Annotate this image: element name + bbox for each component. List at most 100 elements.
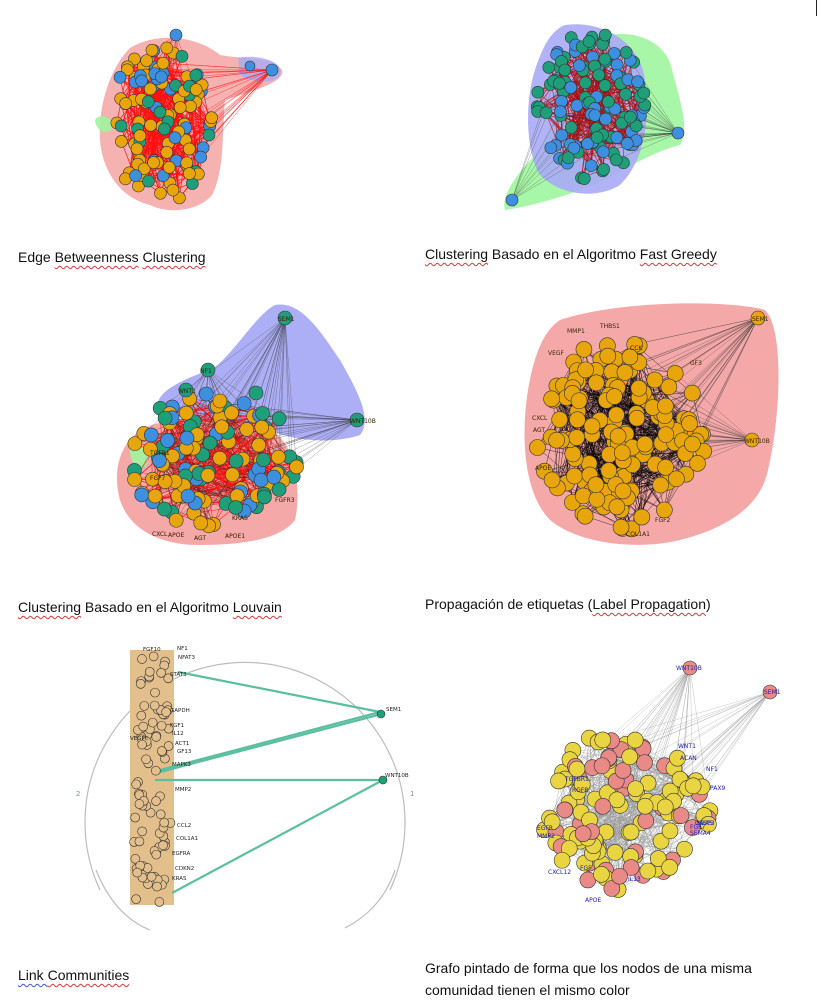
caption-segment: Communities [47,967,130,983]
graph-node [130,142,144,156]
graph-edge [184,69,273,125]
graph-node [564,81,578,94]
graph-node [127,436,143,451]
caption-segment: Propagación de etiquetas ( [425,596,593,612]
graph-node [154,186,167,200]
graph-node [620,137,634,150]
graph-node [212,393,228,409]
graph-node [578,172,591,185]
graph-edge [150,369,209,450]
graph-edge [565,82,679,134]
caption-segment: Louvain [232,599,282,615]
graph-node [193,515,209,531]
graph-node [271,449,286,465]
graph-edge [261,419,358,428]
caption-segment: Basado en el Algoritmo [81,599,233,615]
caption-link-communities: Link Communities [18,964,129,986]
graph-edge [170,34,177,90]
caption-segment: Label Propagation [592,596,706,612]
graph-node [194,150,207,164]
caption-segment: ) [706,596,711,612]
graph-node [200,468,216,483]
graph-node [135,74,148,88]
graph-node [202,435,218,451]
node-label: APOE [585,897,601,904]
graph-node [114,119,128,133]
graph-node [271,482,287,497]
node-label: WNT10B [350,418,376,425]
graph-edge [630,60,679,134]
nodes-fast-greedy [505,28,685,207]
graph-edge [242,419,358,460]
graph-edge [153,78,158,163]
graph-node [254,419,270,435]
node-label: PAX9 [710,785,725,792]
graph-edge [262,317,286,414]
graph-edge [616,132,679,138]
graph-node [544,141,558,155]
graph-node [198,386,214,402]
graph-node [558,63,572,77]
caption-segment: Betweenness [54,249,139,265]
graph-edge [638,345,643,518]
graph-edge [169,422,205,502]
graph-edge [611,667,691,741]
graph-node [175,50,189,63]
graph-node [567,141,581,155]
graph-node [597,163,610,176]
caption-label-propagation: Propagación de etiquetas (Label Propagat… [425,593,711,615]
graph-node [555,128,569,142]
graph-node [349,412,365,428]
graph-node [179,430,195,446]
graph-node [212,450,228,466]
graph-node [592,68,606,82]
graph-edge [134,405,218,480]
nodes-edge-betweenness [110,28,279,205]
graph-node [157,474,173,489]
caption-segment: Clustering [142,249,206,265]
graph-edge [201,69,273,92]
graph-node [205,111,218,125]
node-label: TGFB1 [149,450,170,457]
caption-fast-greedy: Clustering Basado en el Algoritmo Fast G… [425,243,717,265]
graph-node [505,193,519,207]
graph-node [140,54,153,67]
graph-node [228,453,244,469]
graph-node [142,174,155,188]
graph-node [594,731,612,749]
graph-edge [210,69,273,122]
graph-node [155,70,168,84]
graph-node [200,362,216,378]
graph-node [289,459,304,475]
node-label: SEMA4 [690,830,711,837]
graph-edge [624,372,685,419]
node-label: NF1 [200,368,212,375]
caption-louvain: Clustering Basado en el Algoritmo Louvai… [18,596,282,618]
node-label: APOE1 [225,533,245,540]
graph-edge [284,317,290,457]
caption-segment: Fast Greedy [639,246,717,262]
graph-node [574,825,592,843]
graph-node [584,159,598,173]
graph-edge [689,667,694,786]
node-label: SEM1 [764,689,781,696]
graph-node [684,777,702,795]
node-label: IL13 [628,876,641,883]
node-label: KRAS [232,515,248,522]
graph-node [608,791,626,809]
graph-edge [200,69,273,158]
node-label: FGFR3 [275,497,295,504]
caption-segment: Grafo pintado de forma que los nodos de … [425,960,752,998]
graph-node [277,310,293,326]
node-label: APOE [168,532,184,539]
graph-node [629,119,643,133]
graph-edge [178,69,273,133]
graph-node [561,151,575,164]
graph-node [627,780,644,798]
graph-node [636,797,654,815]
graph-node [636,754,653,771]
graph-node [141,95,155,109]
